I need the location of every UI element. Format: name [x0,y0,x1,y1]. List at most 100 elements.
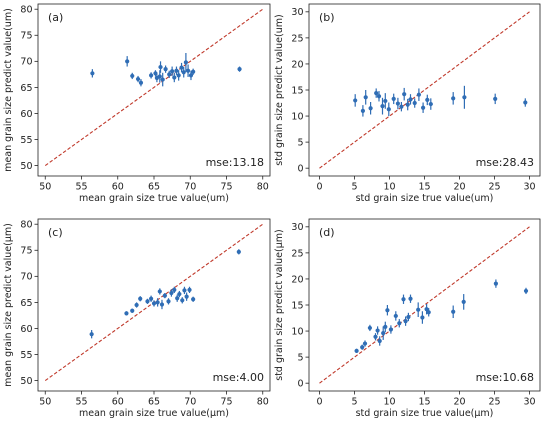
y-tick-label: 60 [20,324,32,335]
data-point [367,325,372,331]
identity-line [44,8,264,167]
data-point [360,108,365,113]
data-point [395,101,400,106]
data-point [183,60,188,65]
data-point [157,74,162,79]
data-point [169,290,174,296]
x-tick-label: 15 [418,182,430,193]
data-point [451,309,456,314]
data-point [383,324,388,329]
x-tick-label: 50 [39,397,51,408]
data-point [416,92,421,97]
panel-label: (b) [319,11,335,24]
data-point [428,101,433,107]
data-point [174,68,179,73]
data-point [151,301,157,306]
data-point [405,102,410,107]
data-point [157,289,162,294]
chart-panel-2: 0 5 10 15 20 25 30 0 5 10 15 20 25 30 (b) mse:28.43 std … [274,3,541,204]
data-point [175,296,180,301]
data-point [393,313,398,319]
data-point [426,310,431,315]
x-axis-label: std grain size true value(um) [356,193,494,204]
data-point [138,296,143,301]
data-point [130,73,135,79]
data-point [124,311,129,316]
x-tick-label: 20 [453,397,465,408]
axes-frame [37,3,271,177]
chart-panel-4: 0 5 10 15 20 25 30 0 5 10 15 20 25 30 (d) mse:10.68 std … [274,218,541,419]
y-tick-label: 20 [291,274,303,285]
data-point [408,296,413,301]
data-point [362,341,368,346]
y-axis-label: mean grain size predict value(um) [3,8,14,172]
y-tick-label: 80 [20,220,32,231]
data-point [172,287,177,292]
data-point [185,68,191,73]
data-point [177,291,182,297]
data-point [167,72,172,77]
data-point [368,106,373,111]
mse-annotation: mse:13.18 [206,156,264,169]
data-point [523,288,529,294]
data-point [125,59,130,64]
mse-annotation: mse:10.68 [476,371,534,384]
x-tick-label: 0 [316,397,322,408]
data-point [172,75,177,80]
x-tick-label: 75 [220,397,232,408]
data-point [374,91,379,96]
data-point [493,281,498,286]
x-tick-label: 10 [383,397,395,408]
data-point [360,345,365,350]
data-point [385,308,390,313]
y-tick-label: 55 [20,135,32,146]
y-tick-label: 25 [291,248,303,259]
data-point [134,302,139,308]
x-tick-label: 20 [453,182,465,193]
x-tick-label: 80 [257,182,269,193]
data-point [188,73,194,78]
data-point [354,348,359,353]
data-point [187,287,192,292]
x-tick-label: 0 [316,182,322,193]
y-tick-label: 20 [291,59,303,70]
y-tick-label: 70 [20,272,32,283]
chart-panel-1: 50 55 60 65 70 75 80 50 55 60 65 70 75 80 (a) mse:13.18… [3,3,271,204]
x-tick-label: 80 [257,397,269,408]
data-point [402,92,407,97]
y-tick-label: 5 [297,353,303,364]
data-point [138,80,144,85]
x-tick-label: 10 [383,182,395,193]
data-point [145,299,150,304]
data-point [401,297,406,302]
data-point [416,307,421,312]
data-point [388,327,393,332]
data-point [420,315,425,320]
x-tick-label: 60 [112,397,124,408]
data-point [363,95,368,100]
data-point [180,298,185,303]
x-tick-label: 5 [351,182,357,193]
y-tick-label: 15 [291,85,303,96]
x-tick-label: 75 [220,182,232,193]
y-tick-label: 65 [20,83,32,94]
panel-label: (a) [48,11,63,24]
chart-panel-3: 50 55 60 65 70 75 80 50 55 60 65 70 75 80 (c) mse:4.00 m… [3,218,271,419]
data-point [182,288,187,293]
data-point [170,69,175,74]
data-point [158,64,163,70]
y-tick-label: 10 [291,326,303,337]
data-point [159,302,165,307]
x-axis-label: mean grain size true value(um) [79,193,229,204]
x-axis-label: std grain size true value(µm) [356,408,494,419]
data-point [386,107,391,112]
data-point [191,297,196,302]
x-tick-label: 70 [184,182,196,193]
x-tick-label: 5 [351,397,357,408]
x-tick-label: 30 [523,182,535,193]
data-point [176,73,181,78]
y-tick-label: 75 [20,31,32,42]
data-point [166,299,171,304]
y-tick-label: 5 [297,138,303,149]
